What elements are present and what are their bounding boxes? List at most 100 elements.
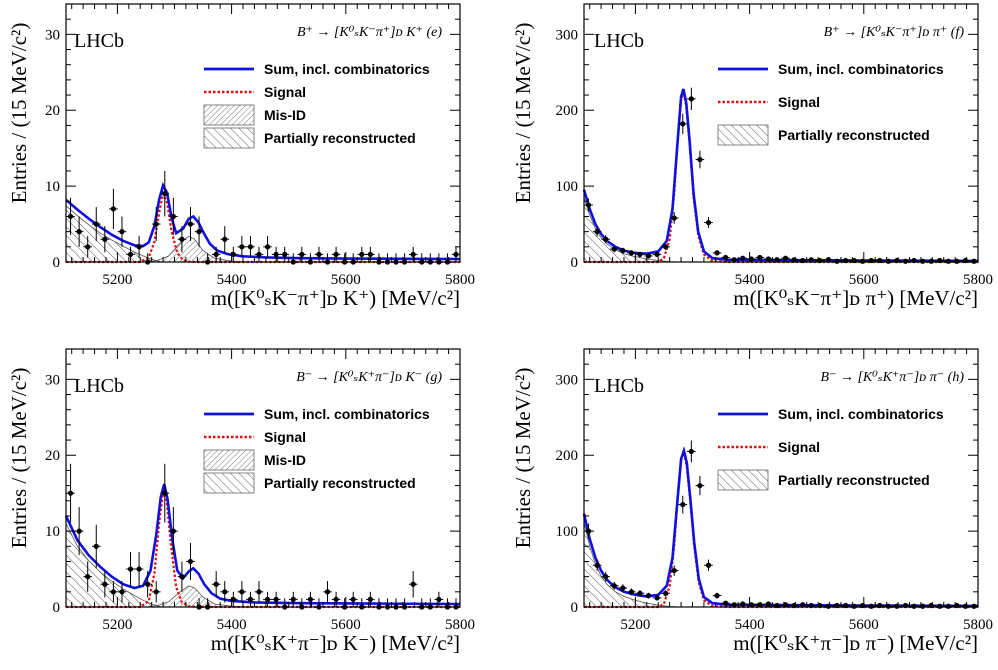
data-point [280, 246, 289, 262]
data-point [220, 226, 230, 253]
data-marker [971, 258, 977, 264]
legend-entry: Signal [718, 439, 820, 455]
chart-panel-g: Entries / (15 MeV/c²) LHCb B⁻ → [K⁰ₛK⁺π⁻… [7, 348, 475, 655]
data-point [738, 255, 748, 261]
data-point [609, 581, 619, 590]
data-point [627, 250, 636, 256]
data-point [669, 565, 679, 576]
data-marker [162, 191, 168, 197]
data-marker [307, 596, 313, 603]
y-tick-label: 10 [45, 524, 60, 540]
data-marker [723, 254, 729, 261]
data-marker [196, 229, 202, 235]
data-marker [628, 589, 634, 595]
x-tick-label: 5400 [735, 617, 765, 633]
y-tick-label: 0 [571, 600, 579, 616]
data-marker [170, 528, 176, 534]
data-point [704, 217, 713, 229]
data-marker [860, 258, 866, 264]
data-marker [264, 244, 271, 250]
data-marker [213, 581, 219, 587]
data-marker [367, 251, 373, 258]
data-point [592, 559, 602, 571]
data-point [160, 170, 170, 217]
data-marker [110, 206, 116, 212]
data-marker [705, 562, 712, 568]
y-tick-label: 200 [556, 103, 579, 119]
data-point [678, 113, 688, 135]
data-marker [697, 156, 703, 163]
data-point [408, 246, 418, 262]
data-point [109, 581, 118, 603]
data-marker [247, 244, 254, 250]
data-marker [179, 574, 185, 580]
legend-label: Signal [778, 94, 820, 110]
data-marker [256, 589, 262, 595]
data-marker [714, 250, 720, 256]
legend-entry: Partially reconstructed [717, 469, 930, 491]
data-point [237, 236, 247, 258]
data-marker [187, 558, 194, 565]
data-marker [688, 96, 694, 102]
data-marker [127, 566, 134, 572]
ylabel: Entries / (15 MeV/c²) [7, 368, 31, 549]
data-point [357, 246, 367, 262]
data-point [366, 246, 375, 262]
ylabel: Entries / (15 MeV/c²) [511, 368, 535, 549]
data-point [314, 246, 324, 262]
y-tick-label: 30 [45, 27, 60, 43]
data-marker [902, 258, 909, 264]
data-marker [671, 215, 677, 221]
data-point [271, 591, 281, 607]
data-point [186, 207, 195, 242]
data-point [687, 87, 696, 110]
data-marker [928, 258, 934, 264]
data-point [434, 591, 444, 607]
ylabel: Entries / (15 MeV/c²) [511, 23, 535, 204]
x-tick-label: 5600 [331, 617, 361, 633]
decay-label: B⁻ → [K⁰ₛK⁺π⁻]ᴅ π⁻ (h) [821, 370, 965, 385]
data-marker [620, 248, 626, 254]
x-tick-label: 5400 [217, 272, 247, 288]
data-point [408, 571, 418, 598]
data-marker [299, 251, 305, 258]
data-marker [213, 251, 219, 258]
data-marker [179, 236, 185, 242]
total-fit-curve [64, 483, 461, 606]
data-marker [645, 593, 652, 599]
data-marker [333, 251, 339, 258]
data-marker [808, 257, 814, 263]
data-marker [282, 251, 288, 258]
legend-entry: Mis-ID [203, 104, 306, 126]
data-point [601, 235, 610, 244]
data-point [618, 247, 628, 254]
data-point [764, 256, 773, 262]
data-marker [757, 254, 763, 261]
data-point [806, 257, 816, 263]
data-point [271, 246, 281, 262]
x-tick-label: 5600 [849, 272, 879, 288]
data-marker [76, 229, 82, 235]
x-tick-label: 5400 [735, 272, 765, 288]
data-point [220, 581, 230, 603]
data-marker [273, 251, 279, 258]
data-marker [723, 600, 729, 606]
data-marker [611, 246, 617, 252]
data-marker [453, 251, 459, 258]
data-point [678, 495, 688, 514]
data-marker [436, 596, 442, 603]
data-marker [85, 574, 91, 580]
legend-entry: Mis-ID [203, 449, 306, 471]
data-point [618, 584, 628, 592]
legend-swatch-hatch [203, 127, 255, 149]
y-tick-label: 300 [556, 27, 579, 43]
legend-entry: Signal [718, 94, 820, 110]
xlabel: m([K⁰ₛK⁺π⁻]ᴅ π⁻) [MeV/c²] [733, 631, 978, 655]
data-marker [256, 251, 262, 258]
legend-entry: Sum, incl. combinatorics [204, 61, 430, 77]
data-point [772, 257, 782, 263]
data-point [592, 226, 602, 237]
legend-swatch-hatch [203, 449, 255, 471]
legend-swatch-hatch [717, 124, 769, 146]
